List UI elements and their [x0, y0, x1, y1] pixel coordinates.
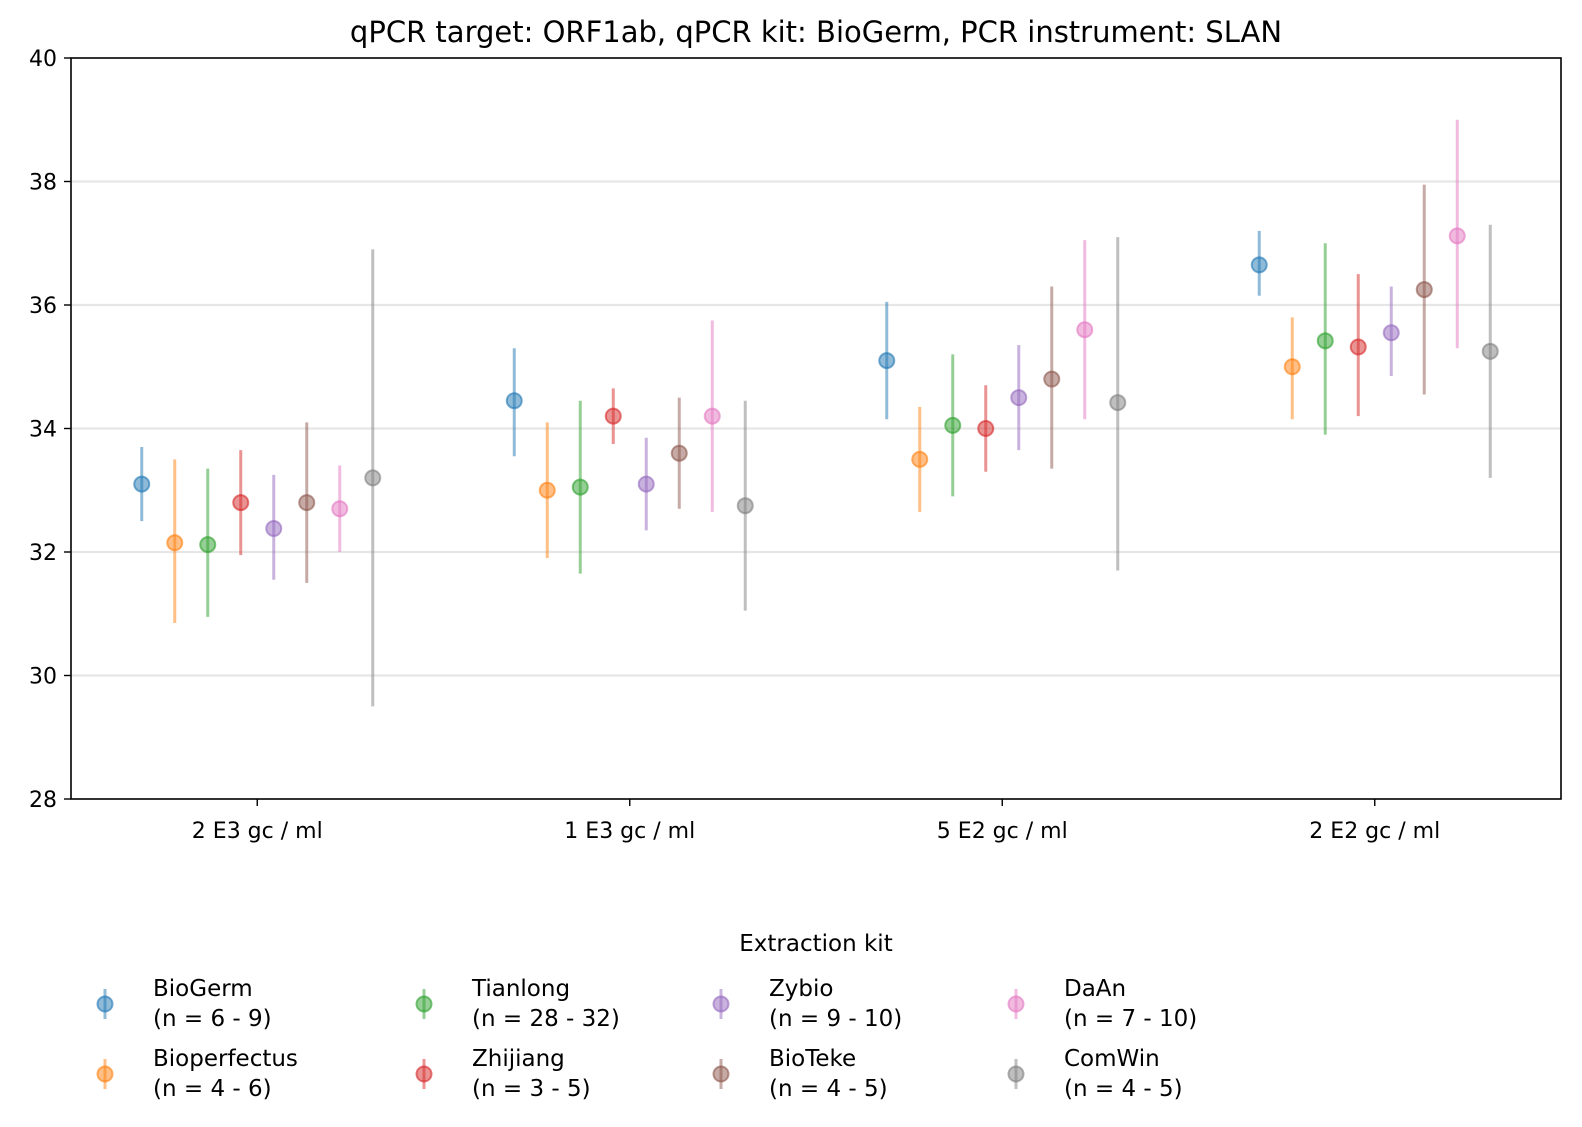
data-point — [166, 534, 184, 552]
data-point — [1349, 338, 1367, 356]
data-point — [133, 475, 151, 493]
y-axis: 28 30 32 34 36 38 40 — [29, 47, 71, 813]
legend-label: Tianlong — [471, 976, 570, 1002]
chart-title: qPCR target: ORF1ab, qPCR kit: BioGerm, … — [350, 15, 1282, 49]
legend-label: Zhijiang — [472, 1046, 565, 1072]
series-daan — [331, 119, 1466, 552]
y-tick-label: 32 — [29, 541, 57, 566]
data-point — [604, 407, 622, 425]
legend-label: Bioperfectus — [153, 1046, 298, 1072]
legend-item-biogerm: BioGerm (n = 6 - 9) — [96, 976, 272, 1032]
legend-sublabel: (n = 6 - 9) — [153, 1006, 272, 1032]
legend-label: BioGerm — [153, 976, 253, 1002]
data-point — [1448, 227, 1466, 245]
y-tick-label: 36 — [29, 294, 57, 319]
data-point — [1109, 394, 1127, 412]
legend-label: DaAn — [1064, 976, 1126, 1002]
grid-lines — [71, 180, 1561, 677]
legend-marker — [712, 995, 730, 1013]
series-bioperfectus — [166, 317, 1301, 624]
data-point — [505, 392, 523, 410]
legend-item-zhijiang: Zhijiang (n = 3 - 5) — [415, 1046, 591, 1102]
legend-item-comwin: ComWin (n = 4 - 5) — [1007, 1046, 1183, 1102]
x-tick-label: 1 E3 gc / ml — [564, 819, 695, 844]
legend-item-daan: DaAn (n = 7 - 10) — [1007, 976, 1197, 1032]
data-point — [736, 497, 754, 515]
legend-title: Extraction kit — [739, 931, 892, 957]
x-tick-label: 2 E2 gc / ml — [1309, 819, 1440, 844]
data-point — [571, 478, 589, 496]
data-point — [364, 469, 382, 487]
legend-label: ComWin — [1064, 1046, 1160, 1072]
data-point — [199, 536, 217, 554]
legend-sublabel: (n = 4 - 5) — [769, 1076, 888, 1102]
legend-item-bioteke: BioTeke (n = 4 - 5) — [712, 1046, 888, 1102]
legend: Extraction kit BioGerm (n = 6 - 9) Bioperf… — [96, 931, 1197, 1102]
series-comwin — [364, 224, 1499, 707]
legend-marker — [712, 1065, 730, 1083]
data-marks — [133, 119, 1499, 707]
series-zhijiang — [232, 274, 1367, 556]
data-point — [1076, 321, 1094, 339]
legend-label: Zybio — [769, 976, 833, 1002]
legend-item-bioperfectus: Bioperfectus (n = 4 - 6) — [96, 1046, 298, 1102]
data-point — [1283, 358, 1301, 376]
y-tick-label: 34 — [29, 418, 57, 443]
legend-marker — [1007, 1065, 1025, 1083]
series-zybio — [265, 286, 1400, 580]
legend-sublabel: (n = 7 - 10) — [1064, 1006, 1197, 1032]
data-point — [670, 444, 688, 462]
legend-marker — [96, 995, 114, 1013]
series-bioteke — [298, 184, 1433, 583]
data-point — [1481, 342, 1499, 360]
data-point — [331, 500, 349, 518]
x-axis: 2 E3 gc / ml 1 E3 gc / ml 5 E2 gc / ml 2 E2… — [192, 799, 1440, 844]
data-point — [944, 416, 962, 434]
legend-marker — [96, 1065, 114, 1083]
legend-item-tianlong: Tianlong (n = 28 - 32) — [415, 976, 620, 1032]
data-point — [1415, 281, 1433, 299]
data-point — [265, 520, 283, 538]
data-point — [1316, 332, 1334, 350]
series-tianlong — [199, 243, 1334, 617]
data-point — [298, 494, 316, 512]
x-tick-label: 5 E2 gc / ml — [937, 819, 1068, 844]
data-point — [1043, 370, 1061, 388]
x-tick-label: 2 E3 gc / ml — [192, 819, 323, 844]
legend-item-zybio: Zybio (n = 9 - 10) — [712, 976, 902, 1032]
y-tick-label: 28 — [29, 788, 57, 813]
legend-marker — [415, 1065, 433, 1083]
data-point — [878, 352, 896, 370]
y-tick-label: 38 — [29, 171, 57, 196]
legend-sublabel: (n = 4 - 6) — [153, 1076, 272, 1102]
data-point — [977, 420, 995, 437]
data-point — [637, 475, 655, 493]
data-point — [1250, 256, 1268, 274]
series-biogerm — [133, 230, 1268, 522]
legend-sublabel: (n = 28 - 32) — [472, 1006, 620, 1032]
data-point — [538, 481, 556, 499]
data-point — [703, 407, 721, 425]
legend-marker — [1007, 995, 1025, 1013]
legend-marker — [415, 995, 433, 1013]
y-tick-label: 30 — [29, 665, 57, 690]
legend-sublabel: (n = 3 - 5) — [472, 1076, 591, 1102]
data-point — [232, 494, 250, 512]
legend-sublabel: (n = 4 - 5) — [1064, 1076, 1183, 1102]
y-tick-label: 40 — [29, 47, 57, 72]
legend-sublabel: (n = 9 - 10) — [769, 1006, 902, 1032]
data-point — [1382, 324, 1400, 342]
legend-label: BioTeke — [769, 1046, 856, 1072]
data-point — [1010, 389, 1028, 407]
data-point — [911, 450, 929, 468]
